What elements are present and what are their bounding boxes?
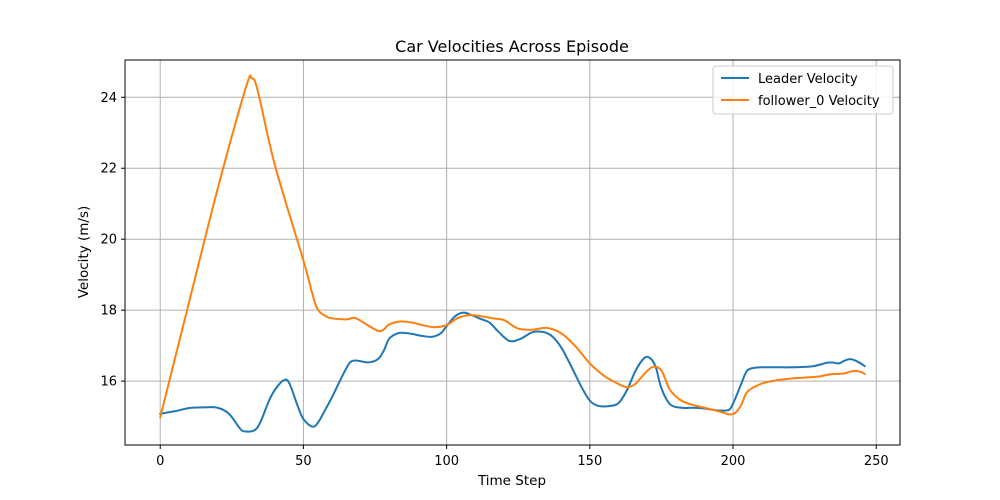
x-tick-label: 50	[295, 454, 312, 469]
series-line-leader	[159, 311, 866, 433]
legend-box	[712, 65, 894, 115]
y-tick-label: 24	[100, 91, 117, 106]
series-layer	[159, 74, 866, 433]
chart-title: Car Velocities Across Episode	[395, 37, 629, 56]
x-tick-label: 150	[577, 454, 602, 469]
y-tick-label: 22	[100, 162, 117, 177]
y-tick-label: 20	[100, 233, 117, 248]
legend-label-follower: follower_0 Velocity	[758, 94, 880, 109]
legend-label-leader: Leader Velocity	[758, 72, 858, 87]
x-tick-label: 250	[864, 454, 889, 469]
series-line-follower	[159, 74, 866, 419]
x-tick-label: 0	[156, 454, 164, 469]
ticks: 0 50 100 150 200 250 16 18 20 22 24	[100, 91, 888, 469]
x-tick-label: 200	[721, 454, 746, 469]
y-tick-label: 16	[100, 375, 117, 390]
y-axis-title: Velocity (m/s)	[76, 206, 92, 299]
legend: Leader Velocity follower_0 Velocity	[712, 65, 894, 115]
plot-frame	[124, 59, 901, 446]
y-tick-label: 18	[100, 304, 117, 319]
x-axis-title: Time Step	[477, 473, 546, 489]
plot-area	[125, 60, 900, 445]
x-tick-label: 100	[434, 454, 459, 469]
